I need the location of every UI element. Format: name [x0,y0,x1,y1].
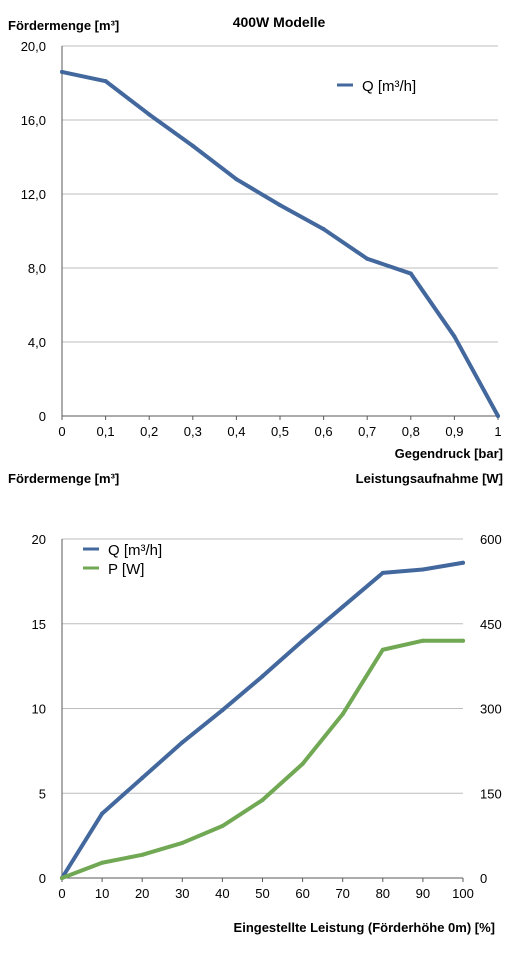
chart2-data-point [180,740,185,745]
chart1-x-tick-label: 0,5 [271,424,289,439]
chart1-y-tick-label: 8,0 [28,261,46,276]
chart1-data-point [496,414,500,418]
chart1-data-point [321,227,326,232]
chart2-data-point [60,876,64,880]
chart2-data-point [380,647,385,652]
chart2-data-point [260,798,265,803]
chart1-x-tick-label: 0 [58,424,65,439]
chart2-data-point [180,840,185,845]
chart1-y-tick-label: 16,0 [21,113,46,128]
chart2-y2-tick-label: 0 [480,871,487,886]
chart1-data-point [365,256,370,261]
chart1-y-tick-label: 4,0 [28,335,46,350]
chart2-x-tick-label: 20 [135,886,149,901]
chart2-data-point [220,708,225,713]
chart1-legend-label: Q [m³/h] [362,78,416,95]
chart1-data-point [103,79,108,84]
chart2-x-tick-label: 30 [175,886,189,901]
chart2-legend-label: P [W] [108,561,144,578]
chart2-data-point [300,638,305,643]
chart2-data-point [140,852,145,857]
chart2-y-tick-label: 15 [32,617,46,632]
chart2-series-line-1 [60,560,465,880]
chart2-data-point [340,712,345,717]
chart2-data-point [300,761,305,766]
chart1-y-tick-label: 12,0 [21,187,46,202]
chart1-title: 400W Modelle [233,14,326,30]
chart2-data-point [420,567,425,572]
chart1-y-axis-title: Fördermenge [m³] [8,18,119,33]
chart1-x-tick-label: 1 [494,424,501,439]
chart2-y-tick-label: 20 [32,532,46,547]
chart2-data-point [100,811,105,816]
chart1-x-tick-label: 0,2 [140,424,158,439]
chart2-x-tick-label: 50 [255,886,269,901]
chart2-y-tick-label: 5 [39,786,46,801]
chart2-data-point [461,638,465,643]
chart2-data-point [420,638,425,643]
chart1-x-axis-title: Gegendruck [bar] [395,446,503,461]
chart2-y2-tick-label: 300 [480,702,502,717]
chart2-x-tick-label: 90 [416,886,430,901]
chart1-data-point [234,177,239,182]
chart2-data-point [100,860,105,865]
chart2-x-tick-label: 100 [452,886,474,901]
chart1-data-point [60,69,64,74]
chart1-x-tick-label: 0,6 [315,424,333,439]
chart1-y-tick-label: 20,0 [21,39,46,54]
chart2-y2-tick-label: 600 [480,532,502,547]
chart1-data-point [278,203,282,208]
chart2-x-tick-label: 60 [295,886,309,901]
chart1-x-tick-label: 0,1 [97,424,115,439]
chart1-data-point [452,334,457,339]
chart1-x-tick-label: 0,8 [402,424,420,439]
chart2-y-tick-label: 0 [39,871,46,886]
chart1-series-line [60,69,500,418]
chart2-x-tick-label: 10 [95,886,109,901]
chart2-legend-label: Q [m³/h] [108,542,162,559]
chart2-data-point [380,570,385,575]
chart2-data-point [340,604,345,609]
chart2-data-point [140,775,145,780]
chart2-x-tick-label: 70 [335,886,349,901]
chart2-y-axis-title: Fördermenge [m³] [8,471,119,486]
chart2-data-point [260,674,265,679]
chart1-x-tick-label: 0,7 [358,424,376,439]
chart2-y2-tick-label: 450 [480,617,502,632]
chart1-y-tick-label: 0 [39,409,46,424]
chart1-data-point [190,143,195,148]
chart1-data-point [147,112,152,117]
chart1-data-point [408,271,413,276]
chart2-y2-axis-title: Leistungsaufnahme [W] [356,471,503,486]
chart1-x-tick-label: 0,4 [227,424,245,439]
chart2-x-tick-label: 40 [215,886,229,901]
chart2-x-axis-title: Eingestellte Leistung (Förderhöhe 0m) [%… [234,920,495,935]
chart2-y-tick-label: 10 [32,702,46,717]
chart2-x-tick-label: 0 [58,886,65,901]
chart2-x-tick-label: 80 [376,886,390,901]
chart2-data-point [220,824,225,829]
chart2-data-point [461,560,465,565]
chart1-x-tick-label: 0,3 [184,424,202,439]
chart2-y2-tick-label: 150 [480,786,502,801]
chart1-x-tick-label: 0,9 [445,424,463,439]
